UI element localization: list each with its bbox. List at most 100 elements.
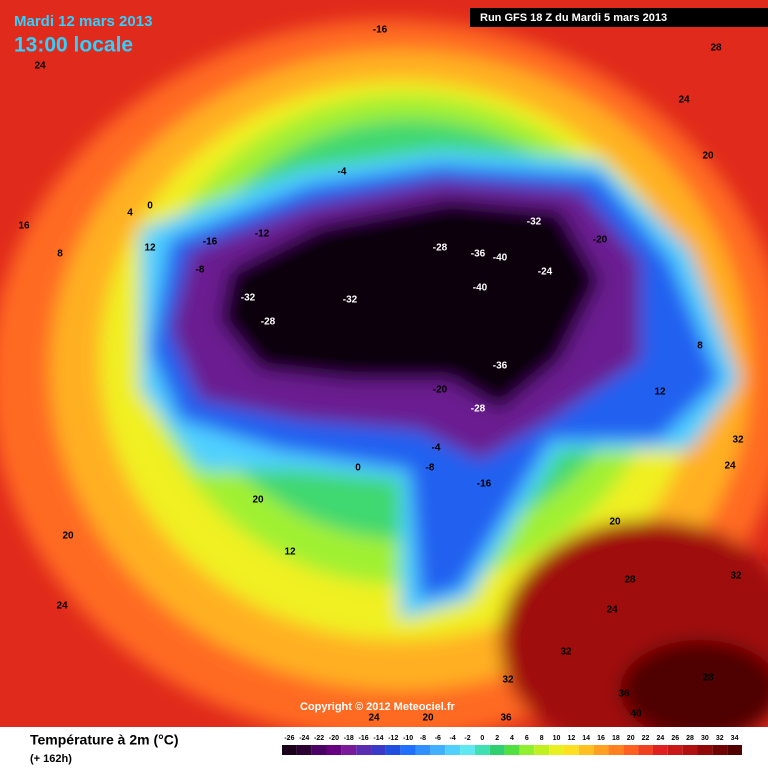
contour-label: -4 xyxy=(432,443,441,454)
colorbar-label: 10 xyxy=(553,735,561,742)
colorbar-label: 6 xyxy=(525,735,529,742)
colorbar-swatch xyxy=(727,745,742,755)
contour-label: 0 xyxy=(355,463,361,474)
colorbar-swatch xyxy=(460,745,475,755)
colorbar-label: 4 xyxy=(510,735,514,742)
colorbar-swatch xyxy=(341,745,357,755)
contour-label: 24 xyxy=(678,95,690,106)
colorbar-swatch xyxy=(623,745,639,755)
contour-label: 28 xyxy=(624,575,636,586)
contour-label: 20 xyxy=(252,495,264,506)
colorbar-swatch xyxy=(638,745,653,755)
colorbar-label: 18 xyxy=(612,735,620,742)
colorbar-label: -24 xyxy=(299,735,309,742)
contour-label: -8 xyxy=(426,463,435,474)
contour-label: 40 xyxy=(630,709,642,720)
date: Mardi 12 mars 2013 xyxy=(14,13,152,30)
contour-label: -32 xyxy=(343,295,358,306)
colorbar-label: 16 xyxy=(597,735,605,742)
contour-label: -20 xyxy=(593,235,608,246)
colorbar-swatch xyxy=(474,745,490,755)
colorbar-label: 14 xyxy=(582,735,590,742)
contour-label: -36 xyxy=(471,249,486,260)
contour-label: 24 xyxy=(606,605,618,616)
colorbar-swatch xyxy=(593,745,609,755)
contour-label: -40 xyxy=(493,253,508,264)
contour-label: 20 xyxy=(62,531,74,542)
contour-label: 24 xyxy=(34,61,46,72)
contour-label: 8 xyxy=(697,341,703,352)
colorbar-label: 8 xyxy=(540,735,544,742)
contour-label: 24 xyxy=(56,601,68,612)
copyright: Copyright © 2012 Meteociel.fr xyxy=(300,701,456,713)
colorbar-swatch xyxy=(282,745,297,755)
contour-label: 20 xyxy=(702,151,714,162)
contour-label: -20 xyxy=(433,385,448,396)
contour-label: 36 xyxy=(500,713,512,724)
colorbar-swatch xyxy=(296,745,312,755)
colorbar-label: -16 xyxy=(359,735,369,742)
colorbar-label: -14 xyxy=(373,735,383,742)
colorbar-swatch xyxy=(504,745,520,755)
colorbar-label: 26 xyxy=(671,735,679,742)
colorbar-swatch xyxy=(385,745,401,755)
contour-label: -32 xyxy=(527,217,542,228)
contour-label: -16 xyxy=(373,25,388,36)
colorbar-swatch xyxy=(311,745,327,755)
contour-label: -16 xyxy=(203,237,218,248)
contour-label: -16 xyxy=(477,479,492,490)
colorbar-label: -26 xyxy=(284,735,294,742)
contour-label: 12 xyxy=(284,547,296,558)
contour-label: -12 xyxy=(255,229,270,240)
colorbar-swatch xyxy=(712,745,728,755)
colorbar-swatch xyxy=(534,745,550,755)
colorbar-swatch xyxy=(667,745,683,755)
run-info: Run GFS 18 Z du Mardi 5 mars 2013 xyxy=(480,12,667,24)
colorbar-swatch xyxy=(489,745,505,755)
colorbar-swatch xyxy=(356,745,372,755)
contour-label: -28 xyxy=(261,317,276,328)
colorbar-label: -6 xyxy=(435,735,441,742)
colorbar-swatch xyxy=(682,745,698,755)
legend-title: Température à 2m (°C) xyxy=(30,732,179,748)
colorbar-swatch xyxy=(371,745,386,755)
colorbar-swatch xyxy=(430,745,446,755)
contour-label: 20 xyxy=(422,713,434,724)
contour-label: 0 xyxy=(147,201,153,212)
colorbar-label: -8 xyxy=(420,735,426,742)
contour-label: 12 xyxy=(144,243,156,254)
contour-label: 4 xyxy=(127,208,133,219)
colorbar-label: -18 xyxy=(344,735,354,742)
colorbar-label: 0 xyxy=(480,735,484,742)
contour-label: 8 xyxy=(57,249,63,260)
contour-label: -28 xyxy=(433,243,448,254)
colorbar-label: -20 xyxy=(329,735,339,742)
contour-label: 24 xyxy=(368,713,380,724)
contour-label: 32 xyxy=(502,675,514,686)
contour-label: 16 xyxy=(18,221,30,232)
contour-label: 36 xyxy=(618,689,630,700)
colorbar-label: 34 xyxy=(731,735,739,742)
contour-label: 28 xyxy=(710,43,722,54)
time: 13:00 locale xyxy=(14,34,133,57)
run-box xyxy=(470,8,768,27)
colorbar-swatch xyxy=(652,745,668,755)
contour-label: -24 xyxy=(538,267,553,278)
contour-label: -8 xyxy=(196,265,205,276)
colorbar-label: 28 xyxy=(686,735,694,742)
colorbar-label: -12 xyxy=(388,735,398,742)
contour-label: -32 xyxy=(241,293,256,304)
colorbar-label: -10 xyxy=(403,735,413,742)
contour-label: 32 xyxy=(732,435,744,446)
colorbar-swatch xyxy=(519,745,535,755)
contour-label: -4 xyxy=(338,167,347,178)
colorbar-swatch xyxy=(445,745,461,755)
colorbar-label: -2 xyxy=(464,735,470,742)
colorbar-swatch xyxy=(326,745,342,755)
colorbar-label: 24 xyxy=(656,735,664,742)
colorbar-label: -4 xyxy=(450,735,456,742)
colorbar-label: 30 xyxy=(701,735,709,742)
legend-subtitle: (+ 162h) xyxy=(30,753,72,765)
